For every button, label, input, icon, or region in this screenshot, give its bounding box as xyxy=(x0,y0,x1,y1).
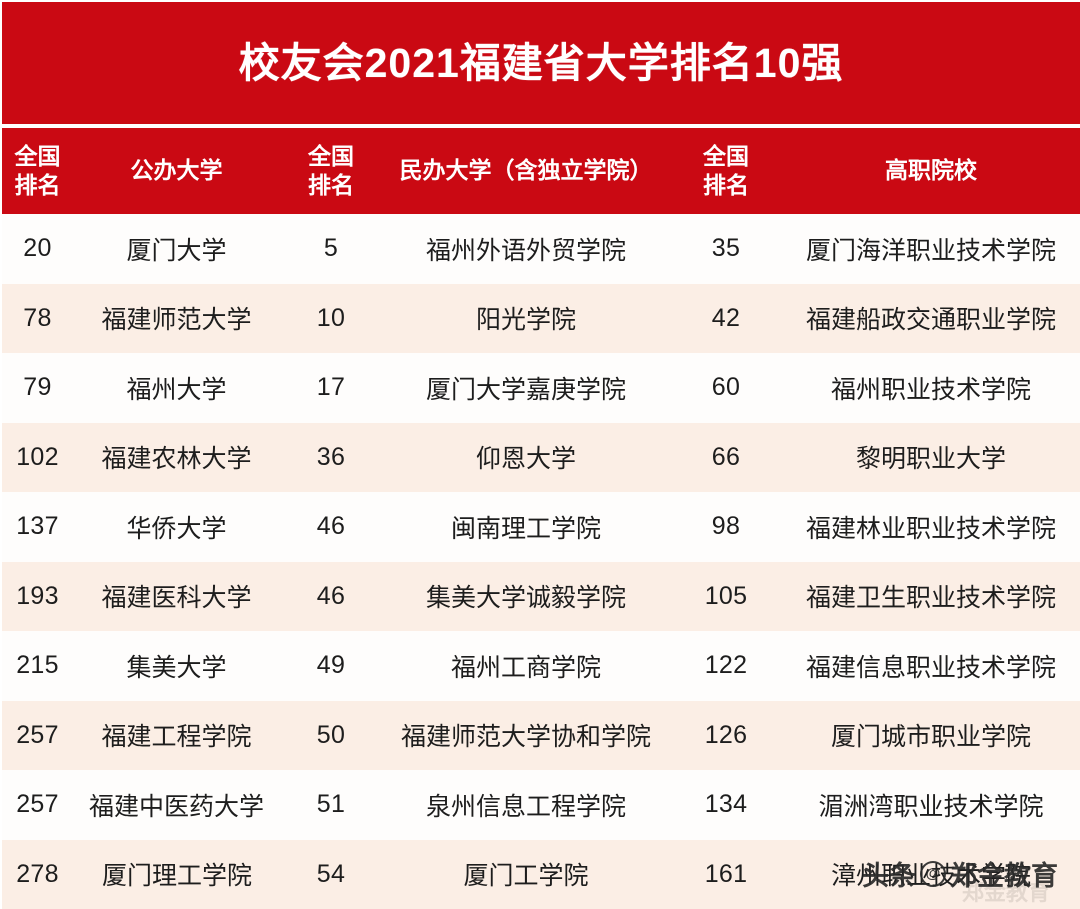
cell-vocational-name: 湄洲湾职业技术学院 xyxy=(818,792,1044,821)
table-row: 137 华侨大学 46 闽南理工学院 98 福建林业职业技术学院 xyxy=(0,492,1080,562)
cell-vocational-rank: 126 xyxy=(704,720,748,749)
cell-private-name: 福建师范大学协和学院 xyxy=(400,723,651,752)
cell-public-rank: 278 xyxy=(0,839,73,909)
cell-public-name: 厦门理工学院 xyxy=(101,862,252,891)
cell-vocational-name: 厦门海洋职业技术学院 xyxy=(805,236,1056,265)
column-header-vocational-rank: 全国 排名 xyxy=(703,142,749,198)
cell-private-name: 厦门大学嘉庚学院 xyxy=(425,375,626,404)
ranking-table: 全国 排名 公办大学 全国 排名 民办大学（含独立学院） 全国 排名 高职院校 … xyxy=(0,128,1080,909)
table-row: 20 厦门大学 5 福州外语外贸学院 35 厦门海洋职业技术学院 xyxy=(0,214,1080,284)
cell-vocational-rank: 105 xyxy=(704,581,748,610)
column-header-private-university: 民办大学（含独立学院） xyxy=(399,157,653,184)
page-title: 校友会2021福建省大学排名10强 xyxy=(238,39,844,86)
cell-private-name: 泉州信息工程学院 xyxy=(425,792,626,821)
cell-vocational-rank: 134 xyxy=(704,790,748,819)
table-row: 257 福建中医药大学 51 泉州信息工程学院 134 湄洲湾职业技术学院 xyxy=(0,770,1080,840)
cell-public-name: 福州大学 xyxy=(126,375,227,404)
table-row: 257 福建工程学院 50 福建师范大学协和学院 126 厦门城市职业学院 xyxy=(0,700,1080,770)
cell-vocational-rank: 60 xyxy=(711,373,741,402)
cell-vocational-rank: 66 xyxy=(711,442,741,471)
table-body: 20 厦门大学 5 福州外语外贸学院 35 厦门海洋职业技术学院 78 福建师范… xyxy=(0,214,1080,909)
cell-vocational-name: 福建林业职业技术学院 xyxy=(805,514,1056,543)
column-header-public-university: 公办大学 xyxy=(130,157,223,184)
cell-private-name: 厦门工学院 xyxy=(463,862,589,891)
column-header-vocational-college: 高职院校 xyxy=(885,157,977,184)
cell-private-rank: 46 xyxy=(316,512,346,541)
cell-private-name: 集美大学诚毅学院 xyxy=(425,584,626,613)
cell-private-name: 阳光学院 xyxy=(475,306,576,335)
cell-vocational-rank: 35 xyxy=(711,234,741,263)
banner-divider xyxy=(0,124,1080,128)
cell-public-rank: 78 xyxy=(0,283,73,353)
cell-public-name: 福建工程学院 xyxy=(101,723,252,752)
column-header-public-rank: 全国 排名 xyxy=(0,128,73,214)
cell-public-rank: 193 xyxy=(0,561,73,631)
cell-public-rank: 79 xyxy=(0,353,73,423)
table-row: 278 厦门理工学院 54 厦门工学院 161 漳州职业技术学院 xyxy=(0,839,1080,909)
cell-public-rank: 102 xyxy=(0,422,73,492)
cell-vocational-name: 漳州职业技术学院 xyxy=(830,862,1031,891)
cell-private-rank: 17 xyxy=(316,373,346,402)
cell-private-rank: 36 xyxy=(316,442,346,471)
cell-private-name: 福州外语外贸学院 xyxy=(425,236,626,265)
cell-vocational-rank: 122 xyxy=(704,651,748,680)
cell-public-name: 福建医科大学 xyxy=(101,584,252,613)
cell-public-name: 华侨大学 xyxy=(126,514,227,543)
cell-vocational-name: 厦门城市职业学院 xyxy=(830,723,1031,752)
cell-public-rank: 257 xyxy=(0,770,73,840)
cell-vocational-name: 福州职业技术学院 xyxy=(830,375,1031,404)
cell-public-name: 福建师范大学 xyxy=(101,306,252,335)
cell-public-rank: 137 xyxy=(0,492,73,562)
column-header-private-rank: 全国 排名 xyxy=(308,142,354,198)
cell-public-name: 福建农林大学 xyxy=(101,445,252,474)
table-row: 78 福建师范大学 10 阳光学院 42 福建船政交通职业学院 xyxy=(0,283,1080,353)
cell-vocational-rank: 42 xyxy=(711,303,741,332)
cell-private-rank: 50 xyxy=(316,720,346,749)
cell-vocational-name: 黎明职业大学 xyxy=(855,445,1006,474)
cell-private-rank: 46 xyxy=(316,581,346,610)
cell-vocational-rank: 98 xyxy=(711,512,741,541)
cell-private-rank: 5 xyxy=(323,234,339,263)
table-header-row: 全国 排名 公办大学 全国 排名 民办大学（含独立学院） 全国 排名 高职院校 xyxy=(0,128,1080,214)
table-row: 79 福州大学 17 厦门大学嘉庚学院 60 福州职业技术学院 xyxy=(0,353,1080,423)
cell-private-name: 福州工商学院 xyxy=(450,653,601,682)
cell-private-rank: 49 xyxy=(316,651,346,680)
title-banner: 校友会2021福建省大学排名10强 xyxy=(0,0,1080,124)
cell-public-name: 福建中医药大学 xyxy=(88,792,264,821)
table-row: 193 福建医科大学 46 集美大学诚毅学院 105 福建卫生职业技术学院 xyxy=(0,561,1080,631)
table-row: 102 福建农林大学 36 仰恩大学 66 黎明职业大学 xyxy=(0,422,1080,492)
cell-private-name: 仰恩大学 xyxy=(475,445,576,474)
cell-vocational-name: 福建卫生职业技术学院 xyxy=(805,584,1056,613)
cell-public-rank: 257 xyxy=(0,700,73,770)
cell-private-rank: 51 xyxy=(316,790,346,819)
cell-private-rank: 10 xyxy=(316,303,346,332)
table-row: 215 集美大学 49 福州工商学院 122 福建信息职业技术学院 xyxy=(0,631,1080,701)
cell-public-rank: 20 xyxy=(0,214,73,284)
cell-vocational-name: 福建信息职业技术学院 xyxy=(805,653,1056,682)
table-header: 全国 排名 公办大学 全国 排名 民办大学（含独立学院） 全国 排名 高职院校 xyxy=(0,128,1080,214)
cell-private-rank: 54 xyxy=(316,859,346,888)
cell-vocational-name: 福建船政交通职业学院 xyxy=(805,306,1056,335)
cell-public-name: 集美大学 xyxy=(126,653,227,682)
cell-public-rank: 215 xyxy=(0,631,73,701)
cell-public-name: 厦门大学 xyxy=(126,236,227,265)
cell-private-name: 闽南理工学院 xyxy=(450,514,601,543)
cell-vocational-rank: 161 xyxy=(704,859,748,888)
